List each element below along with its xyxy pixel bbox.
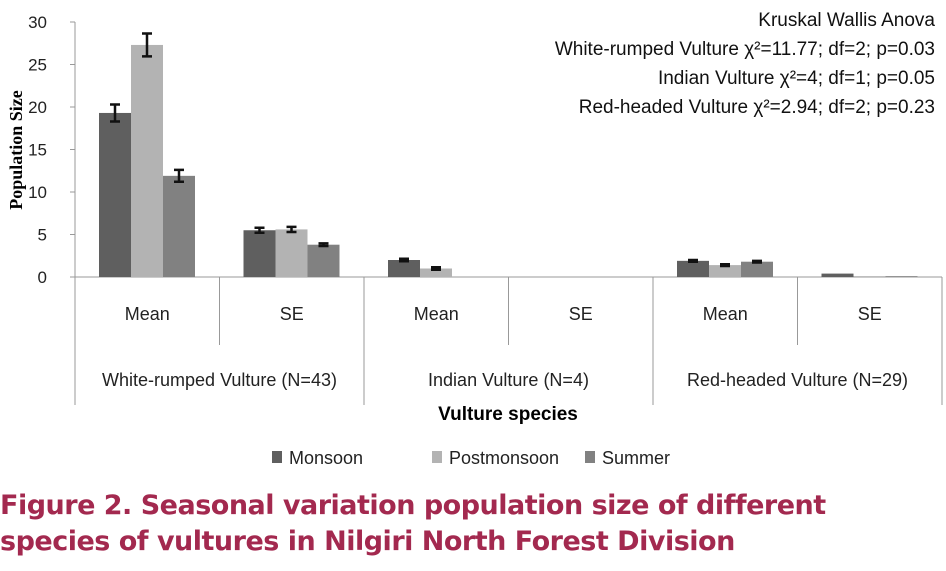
- error-bar: [720, 263, 730, 268]
- error-bar: [286, 225, 297, 234]
- error-bar: [174, 168, 184, 184]
- group-label: Indian Vulture (N=4): [428, 370, 589, 390]
- x-tick-label: Mean: [125, 304, 170, 324]
- x-tick-label: SE: [858, 304, 882, 324]
- y-tick-label: 5: [38, 226, 47, 245]
- annotation: Kruskal Wallis Anova: [758, 10, 935, 31]
- legend-label: Summer: [602, 448, 670, 468]
- legend-swatch: [272, 451, 282, 463]
- annotation: Indian Vulture χ²=4; df=1; p=0.05: [658, 68, 935, 89]
- bar: [677, 260, 709, 277]
- bar: [709, 265, 741, 277]
- bar: [420, 268, 452, 277]
- y-axis-title: Population Size: [6, 90, 26, 210]
- bar: [885, 276, 918, 277]
- bar: [821, 273, 854, 277]
- bar: [131, 44, 163, 278]
- bar: [243, 230, 276, 277]
- legend-label: Monsoon: [289, 448, 363, 468]
- error-bar: [318, 242, 329, 248]
- annotation: Red-headed Vulture χ²=2.94; df=2; p=0.23: [579, 97, 935, 118]
- bar-chart: 0 5 10 15 20 25 30 Population Size Mean SE Mean SE M…: [6, 10, 943, 468]
- legend-swatch: [585, 451, 595, 463]
- x-tick-label: SE: [569, 304, 593, 324]
- error-bar: [688, 258, 698, 263]
- figure-caption: Figure 2. Seasonal variation population …: [0, 490, 826, 557]
- error-bar: [110, 103, 120, 123]
- error-bar: [254, 226, 265, 235]
- bar: [275, 229, 308, 277]
- legend-swatch: [432, 451, 442, 463]
- x-tick-label: Mean: [414, 304, 459, 324]
- bar: [853, 276, 886, 277]
- error-bar: [399, 257, 409, 263]
- bar: [741, 261, 773, 277]
- x-axis-title: Vulture species: [438, 404, 578, 425]
- y-tick-label: 10: [28, 183, 47, 202]
- bar: [163, 175, 195, 277]
- bar: [307, 244, 340, 277]
- y-tick-label: 20: [28, 98, 47, 117]
- legend-label: Postmonsoon: [449, 448, 559, 468]
- annotation: White-rumped Vulture χ²=11.77; df=2; p=0…: [555, 39, 935, 60]
- error-bar: [142, 32, 152, 58]
- error-bar: [431, 265, 441, 272]
- bar: [388, 260, 420, 277]
- y-tick-label: 0: [38, 268, 47, 287]
- group-label: White-rumped Vulture (N=43): [102, 370, 337, 390]
- y-tick-label: 15: [28, 141, 47, 160]
- x-tick-label: Mean: [703, 304, 748, 324]
- error-bar: [752, 259, 762, 264]
- bar: [99, 112, 131, 277]
- y-tick-label: 25: [28, 56, 47, 75]
- x-tick-label: SE: [280, 304, 304, 324]
- y-tick-label: 30: [28, 13, 47, 32]
- group-label: Red-headed Vulture (N=29): [687, 370, 908, 390]
